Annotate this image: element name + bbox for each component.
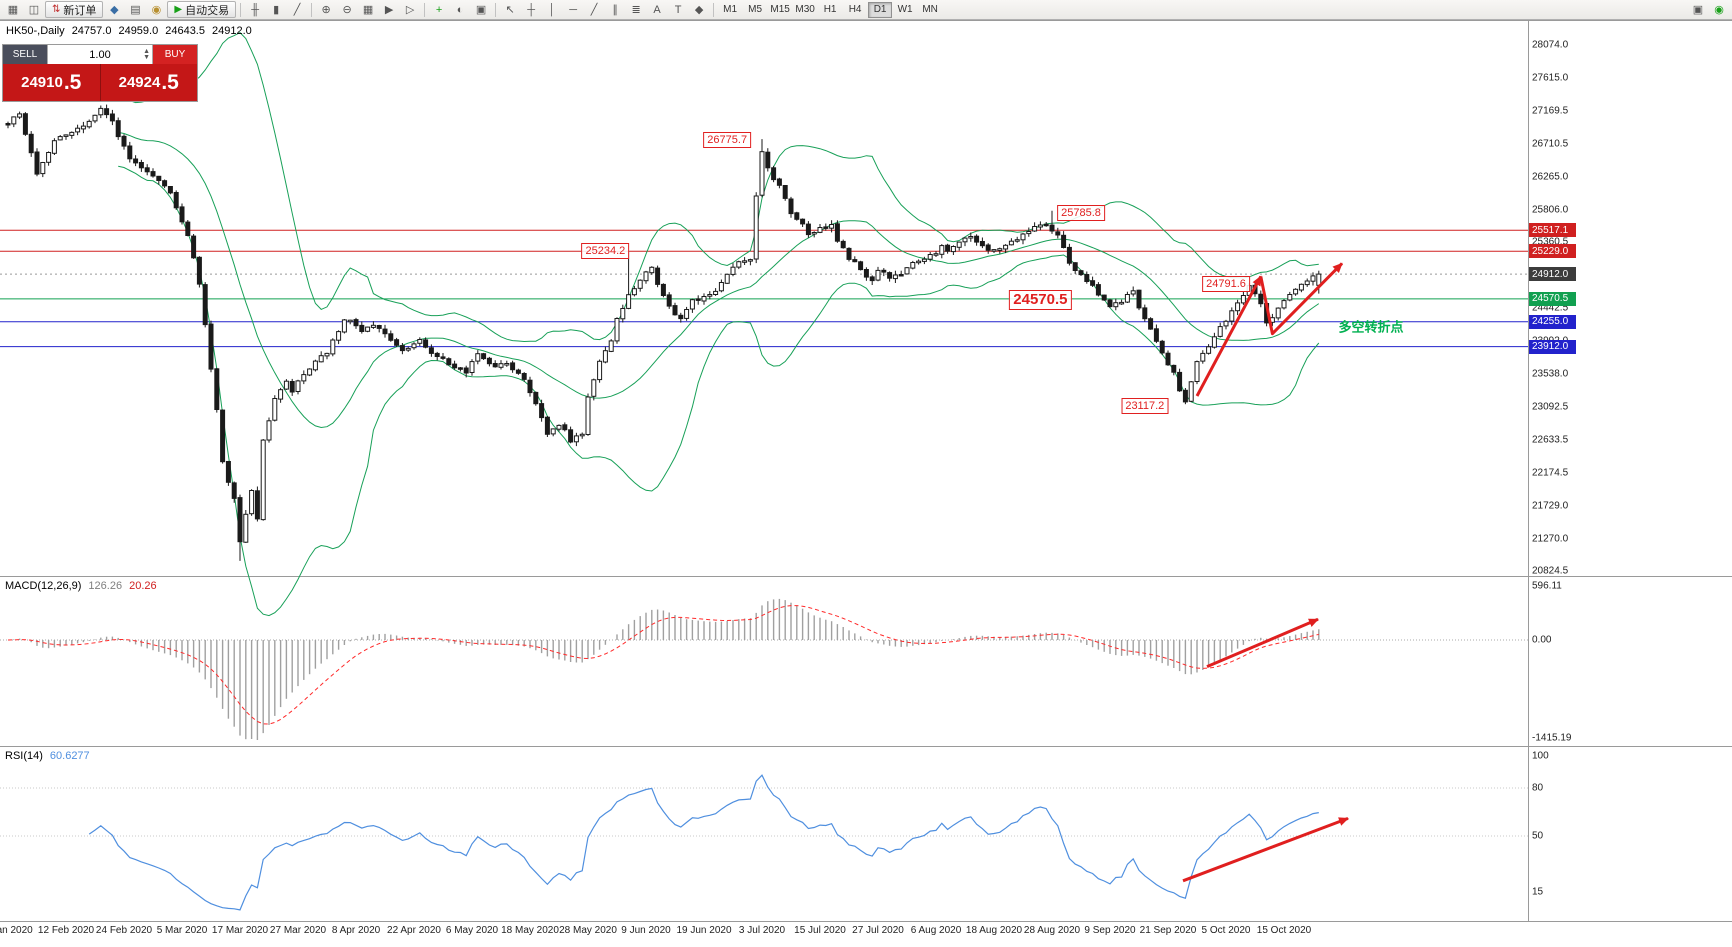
chart-open-value: 24757.0 [71, 25, 112, 37]
rsi-level-lines [0, 787, 1528, 837]
equidistant-channel-icon[interactable]: ∥ [605, 1, 625, 18]
crosshair-icon[interactable]: ┼ [521, 1, 541, 18]
sell-price[interactable]: 24910 .5 [3, 64, 101, 101]
community-icon[interactable]: ◉ [1709, 1, 1729, 18]
candlestick-chart-icon[interactable]: ▮ [266, 1, 286, 18]
timeframe-mn[interactable]: MN [918, 2, 942, 18]
timeframe-h1[interactable]: H1 [818, 2, 842, 18]
buy-price-main: 24924 [118, 74, 161, 91]
volume-up-button[interactable]: ▲ [143, 47, 150, 55]
zoom-in-icon[interactable]: ⊕ [316, 1, 336, 18]
volume-spinner: ▲ ▼ [143, 45, 150, 64]
annotation-price-label[interactable]: 24791.6 [1202, 275, 1250, 292]
timeframe-m30[interactable]: M30 [793, 2, 817, 18]
auto-trading-button-label: 自动交易 [185, 4, 230, 17]
rsi-header: RSI(14) 60.6277 [5, 750, 90, 762]
sell-price-pips: .5 [63, 70, 82, 94]
chart-symbol-period: HK50-,Daily [6, 25, 65, 37]
cursor-icon[interactable]: ↖ [500, 1, 520, 18]
auto-scroll-icon[interactable]: ▶ [379, 1, 399, 18]
tile-windows-icon[interactable]: ▦ [358, 1, 378, 18]
buy-price[interactable]: 24924 .5 [100, 64, 197, 101]
toolbar-separator [424, 2, 426, 17]
timeframe-m5[interactable]: M5 [743, 2, 767, 18]
volume-down-button[interactable]: ▼ [143, 53, 150, 61]
timeframe-w1[interactable]: W1 [893, 2, 917, 18]
annotation-price-label[interactable]: 24570.5 [1009, 289, 1072, 310]
line-chart-icon[interactable]: ╱ [287, 1, 307, 18]
toolbar-separator [240, 2, 242, 17]
toolbar: ▦ ◫ ⇅ 新订单 ◆ ▤ ◉ ▶ 自动交易 ╫ ▮ ╱ ⊕ ⊖ ▦ ▶ ▷ + ◐ ▣ ↖ ┼ │ ─ ╱ ∥ ≣ A T ◆ M1 M5 M… [0, 0, 1732, 20]
autotrade-play-icon: ▶ [174, 4, 183, 15]
buy-price-pips: .5 [161, 70, 179, 94]
timeframe-d1[interactable]: D1 [868, 1, 893, 18]
toolbar-separator [495, 2, 497, 17]
bollinger-bands [118, 31, 1320, 617]
bar-chart-icon[interactable]: ╫ [245, 1, 265, 18]
fibonacci-icon[interactable]: ≣ [626, 1, 646, 18]
chart-shift-icon[interactable]: ▷ [400, 1, 420, 18]
panel-separators [0, 20, 1732, 922]
macd-histogram [13, 598, 1320, 740]
toolbar-separator [713, 2, 715, 17]
chart-ohlc-header: HK50-,Daily 24757.0 24959.0 24643.5 2491… [6, 25, 252, 37]
sell-button[interactable]: SELL [3, 45, 47, 64]
shapes-icon[interactable]: ◆ [689, 1, 709, 18]
annotation-price-label[interactable]: 25234.2 [581, 243, 630, 260]
annotation-price-label[interactable]: 26775.7 [703, 132, 752, 149]
templates-icon[interactable]: ▣ [471, 1, 491, 18]
vertical-line-icon[interactable]: │ [542, 1, 562, 18]
chart-close-value: 24912.0 [211, 25, 252, 37]
text-label-icon[interactable]: T [668, 1, 688, 18]
trend-arrows[interactable] [1182, 262, 1349, 883]
buy-button[interactable]: BUY [153, 45, 197, 64]
macd-main-value: 126.26 [88, 580, 123, 592]
toolbar-separator [311, 2, 313, 17]
candlestick-series [5, 104, 1322, 561]
macd-header: MACD(12,26,9) 126.26 20.26 [5, 580, 157, 592]
annotation-price-label[interactable]: 25785.8 [1057, 205, 1105, 222]
chart-low-value: 24643.5 [165, 25, 205, 37]
text-icon[interactable]: A [647, 1, 667, 18]
zoom-out-icon[interactable]: ⊖ [337, 1, 357, 18]
new-chart-icon[interactable]: ▦ [3, 1, 23, 18]
new-order-button-label: 新订单 [63, 4, 97, 17]
profiles-icon[interactable]: ◫ [24, 1, 44, 18]
one-click-trading-panel: SELL 1.00 ▲ ▼ BUY 24910 .5 24924 .5 [2, 44, 198, 102]
macd-signal-line [7, 605, 1319, 725]
annotation-note-text[interactable]: 多空转折点 [1338, 319, 1404, 335]
timeframe-m1[interactable]: M1 [718, 2, 742, 18]
trendline-icon[interactable]: ╱ [584, 1, 604, 18]
new-order-icon: ⇅ [52, 4, 61, 15]
rsi-line [88, 774, 1319, 911]
macd-signal-value: 20.26 [129, 580, 157, 592]
horizontal-line-icon[interactable]: ─ [563, 1, 583, 18]
volume-field[interactable]: 1.00 ▲ ▼ [47, 45, 153, 64]
terminal-icon[interactable]: ▣ [1688, 1, 1708, 18]
rsi-title: RSI(14) [5, 750, 43, 762]
auto-trading-button[interactable]: ▶ 自动交易 [167, 1, 237, 18]
add-indicator-icon[interactable]: + [429, 1, 449, 18]
depth-of-market-icon[interactable]: ▤ [125, 1, 145, 18]
timeframe-m15[interactable]: M15 [768, 2, 792, 18]
chart-high-value: 24959.0 [118, 25, 159, 37]
new-order-button[interactable]: ⇅ 新订单 [45, 1, 104, 18]
annotation-price-label[interactable]: 23117.2 [1121, 398, 1169, 415]
volume-value: 1.00 [89, 48, 111, 61]
rsi-value: 60.6277 [49, 750, 90, 762]
timeframe-h4[interactable]: H4 [843, 2, 867, 18]
indicator-window-icon[interactable]: ◆ [104, 1, 124, 18]
sell-price-main: 24910 [21, 74, 63, 91]
mql-community-icon[interactable]: ◉ [146, 1, 166, 18]
periods-icon[interactable]: ◐ [450, 1, 470, 18]
macd-title: MACD(12,26,9) [5, 580, 82, 592]
